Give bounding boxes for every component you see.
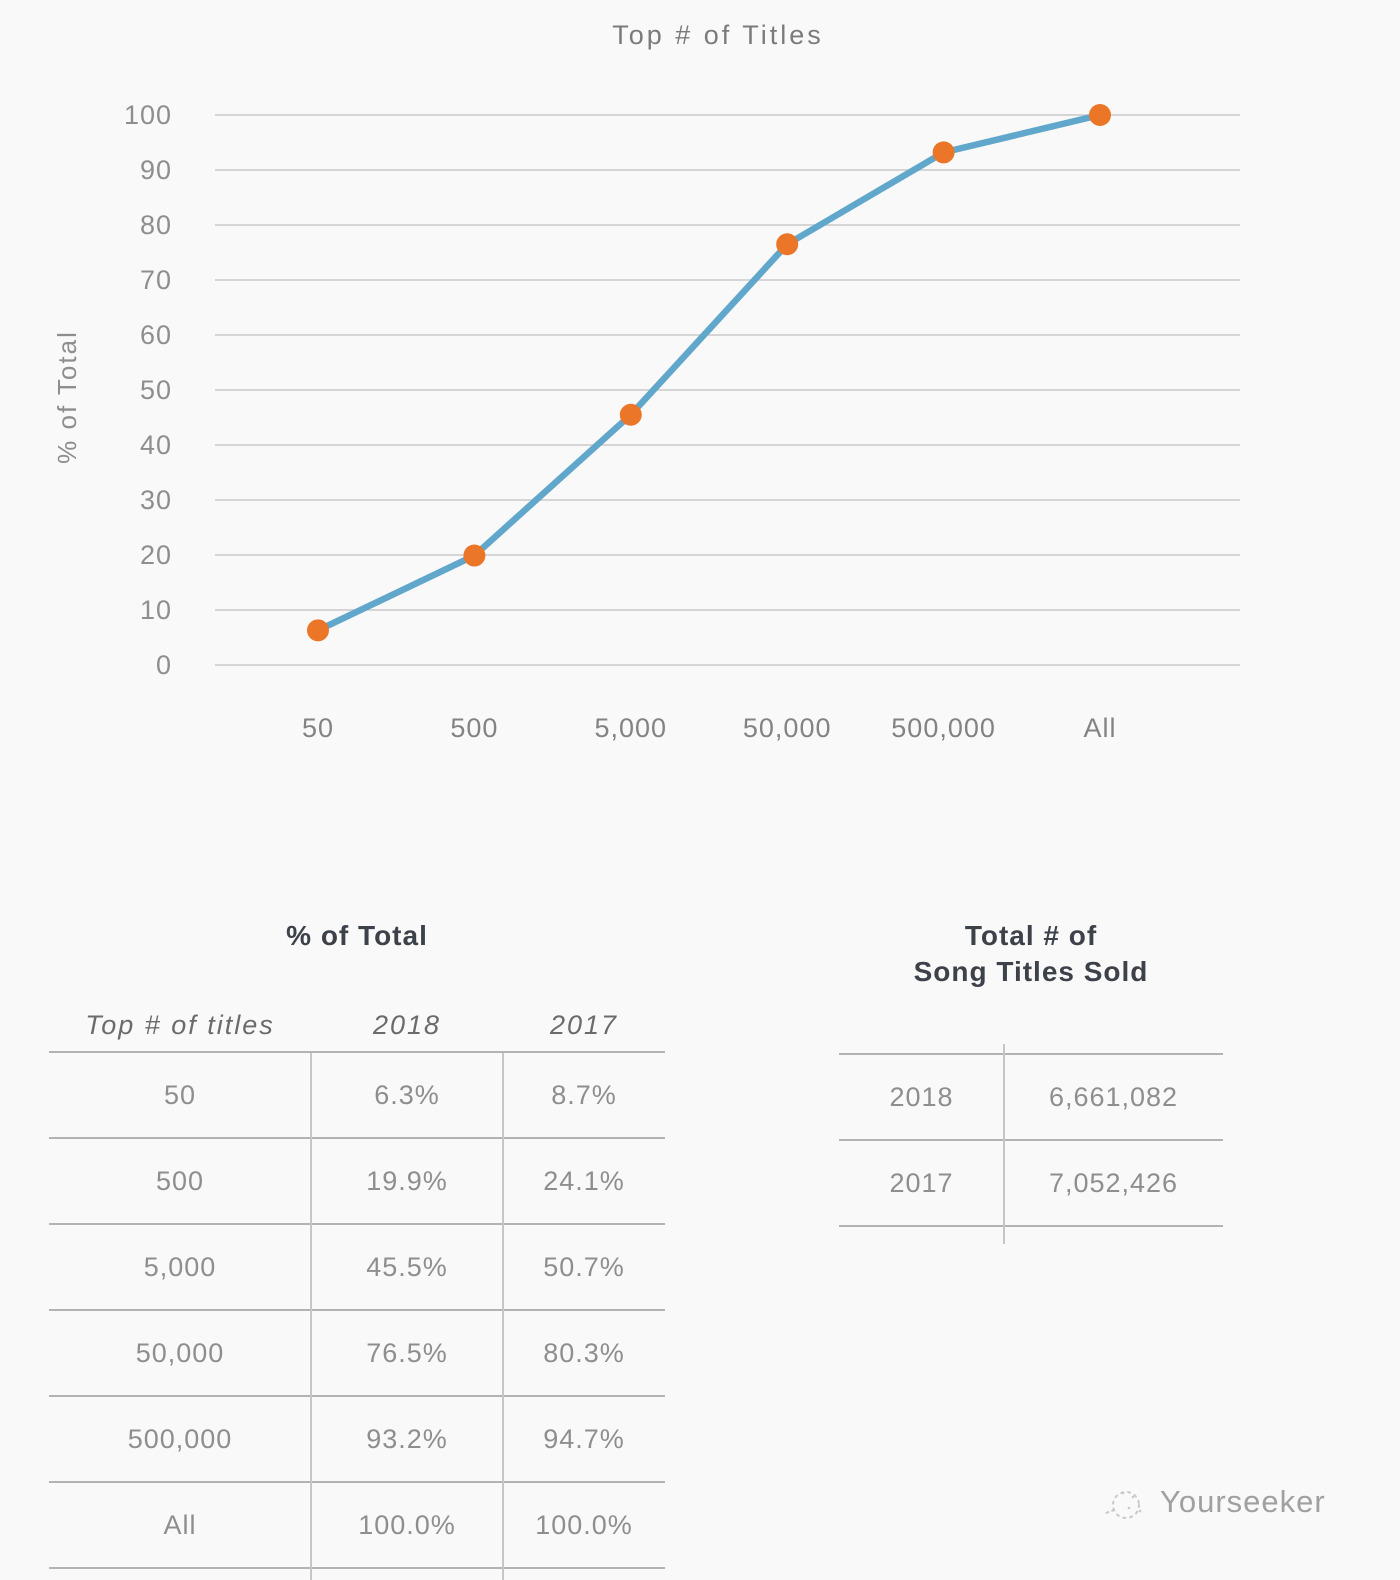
data-point-marker (776, 233, 799, 256)
y-tick-label: 40 (140, 430, 172, 460)
yourseeker-logo-icon (1105, 1491, 1142, 1519)
totals-table-title: Total # of Song Titles Sold (839, 918, 1223, 990)
pct-cell: 45.5% (366, 1251, 448, 1282)
pct-cell: 80.3% (543, 1337, 625, 1368)
pct-cell: 50 (163, 1079, 197, 1110)
table-row: 500,000 93.2% 94.7% (49, 1397, 665, 1483)
pct-cell: 500,000 (127, 1423, 233, 1454)
x-tick-label: 5,000 (595, 713, 668, 743)
pct-cell: 94.7% (543, 1423, 625, 1454)
data-point-marker (463, 544, 486, 567)
pct-cell: All (163, 1509, 197, 1540)
pct-cell: 24.1% (543, 1165, 625, 1196)
y-tick-label: 0 (156, 650, 172, 680)
totals-table: 2018 6,661,082 2017 7,052,426 (839, 1053, 1223, 1227)
pct-cell: 50,000 (135, 1337, 225, 1368)
pct-cell: 6.3% (374, 1079, 440, 1110)
totals-cell: 2017 (889, 1167, 954, 1198)
y-axis-title: % of Total (52, 330, 82, 464)
pct-cell: 8.7% (551, 1079, 617, 1110)
x-tick-label: 500,000 (891, 713, 996, 743)
y-tick-label: 50 (140, 375, 172, 405)
table-row: 2017 7,052,426 (839, 1141, 1223, 1227)
pct-table-header: Top # of titles 2018 2017 (49, 995, 665, 1053)
pct-table-body: 50 6.3% 8.7% 500 19.9% 24.1% 5,000 45.5%… (49, 1053, 665, 1569)
data-point-marker (1089, 104, 1111, 126)
pct-col-header: 2017 (549, 1010, 619, 1040)
table-row: All 100.0% 100.0% (49, 1483, 665, 1569)
data-point-marker (307, 619, 329, 642)
y-tick-label: 60 (140, 320, 172, 350)
pct-cell: 5,000 (143, 1251, 217, 1282)
trend-line (314, 111, 1104, 634)
y-tick-label: 10 (140, 595, 172, 625)
x-tick-label: 50,000 (743, 713, 832, 743)
table-divider (502, 1053, 504, 1580)
pct-cell: 50.7% (543, 1251, 625, 1282)
table-row: 50,000 76.5% 80.3% (49, 1311, 665, 1397)
table-row: 2018 6,661,082 (839, 1055, 1223, 1141)
y-tick-label: 70 (140, 265, 172, 295)
y-tick-label: 30 (140, 485, 172, 515)
pct-table-title: % of Total (286, 920, 428, 951)
pct-cell: 100.0% (358, 1509, 456, 1540)
data-point-marker (619, 403, 642, 426)
x-tick-label: All (1083, 713, 1116, 743)
x-tick-label: 500 (450, 713, 498, 743)
pct-col-header: Top # of titles (85, 1010, 275, 1040)
data-point-marker (932, 141, 955, 164)
chart-title: Top # of Titles (612, 20, 824, 50)
y-tick-label: 90 (140, 155, 172, 185)
y-tick-label: 100 (124, 100, 172, 130)
table-row: 500 19.9% 24.1% (49, 1139, 665, 1225)
totals-cell: 6,661,082 (1048, 1081, 1179, 1112)
watermark-label: Yourseeker (1160, 1484, 1326, 1519)
pct-cell: 500 (155, 1165, 205, 1196)
table-row: 5,000 45.5% 50.7% (49, 1225, 665, 1311)
line-chart: 0 10 20 30 40 50 60 70 80 90 100 % of Total 50 500 5,0… (52, 100, 1240, 743)
y-tick-label: 20 (140, 540, 172, 570)
y-tick-label: 80 (140, 210, 172, 240)
totals-cell: 7,052,426 (1048, 1167, 1179, 1198)
totals-title-line: Total # of (964, 920, 1098, 951)
watermark: Yourseeker (1100, 1478, 1326, 1526)
table-row: 50 6.3% 8.7% (49, 1053, 665, 1139)
pct-cell: 76.5% (366, 1337, 448, 1368)
table-divider (310, 1053, 312, 1580)
totals-title-line: Song Titles Sold (913, 956, 1149, 987)
pct-cell: 100.0% (535, 1509, 633, 1540)
pct-cell: 93.2% (366, 1423, 448, 1454)
pct-cell: 19.9% (366, 1165, 448, 1196)
table-divider (1003, 1044, 1005, 1244)
pct-col-header: 2018 (372, 1010, 442, 1040)
x-tick-label: 50 (302, 713, 334, 743)
totals-cell: 2018 (889, 1081, 954, 1112)
